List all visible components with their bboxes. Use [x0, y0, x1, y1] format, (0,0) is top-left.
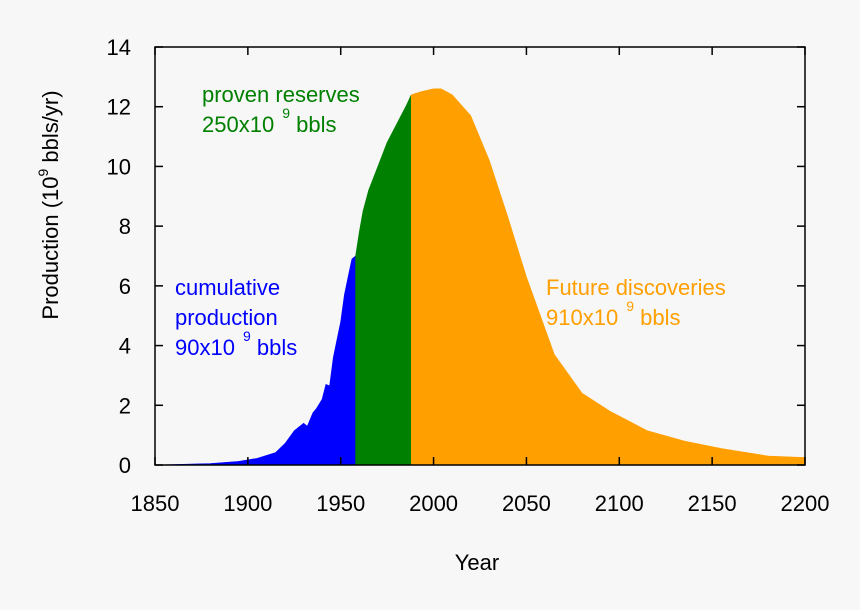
x-tick-label: 2150	[688, 491, 737, 516]
annotation-cumulative-production: cumulative production 90x10 9 bbls	[175, 275, 297, 360]
x-tick-label: 1950	[316, 491, 365, 516]
x-tick-label: 2050	[502, 491, 551, 516]
y-tick-label: 2	[119, 393, 131, 418]
y-tick-label: 0	[119, 453, 131, 478]
x-axis-title: Year	[455, 550, 499, 575]
x-tick-label: 2100	[595, 491, 644, 516]
y-tick-label: 12	[107, 95, 131, 120]
plot-frame	[154, 46, 806, 466]
x-tick-label: 1850	[131, 491, 180, 516]
y-tick-label: 14	[107, 35, 131, 60]
y-tick-label: 10	[107, 154, 131, 179]
annotation-future-discoveries: Future discoveries 910x10 9 bbls	[546, 275, 732, 330]
y-axis-title: Production (109 bbls/yr)	[35, 90, 63, 319]
y-axis-title-tail: bbls/yr)	[38, 90, 63, 168]
chart-areas	[154, 88, 806, 466]
area-cumulative-production	[154, 255, 356, 466]
axis-tick-labels: 1850 1900 1950 2000 2050 2100 2150 2200 0 2 4 6 8 10 1…	[107, 35, 830, 516]
area-future-discoveries	[411, 88, 806, 466]
x-tick-label: 2200	[781, 491, 830, 516]
y-tick-label: 6	[119, 274, 131, 299]
x-tick-label: 2000	[409, 491, 458, 516]
y-tick-label: 8	[119, 214, 131, 239]
annotation-proven-reserves: proven reserves 250x10 9 bbls	[202, 82, 366, 137]
y-axis-title-main: Production (10	[38, 176, 63, 319]
area-proven-reserves	[355, 94, 412, 466]
y-tick-label: 4	[119, 334, 131, 359]
y-axis-title-sup: 9	[35, 168, 51, 176]
x-tick-label: 1900	[223, 491, 272, 516]
axis-ticks	[154, 46, 806, 466]
